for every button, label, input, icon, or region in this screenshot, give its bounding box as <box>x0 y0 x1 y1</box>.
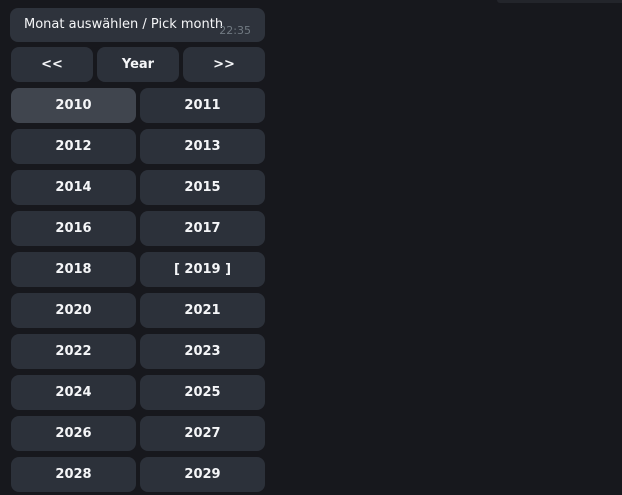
year-button-2021[interactable]: 2021 <box>140 293 265 328</box>
inline-keyboard: << Year >> 2010 2011 2012 2013 2014 2015… <box>11 47 265 492</box>
year-button-2014[interactable]: 2014 <box>11 170 136 205</box>
year-button-2017[interactable]: 2017 <box>140 211 265 246</box>
year-button-2029[interactable]: 2029 <box>140 457 265 492</box>
year-button-2019-selected[interactable]: [ 2019 ] <box>140 252 265 287</box>
year-button-2028[interactable]: 2028 <box>11 457 136 492</box>
year-button-2012[interactable]: 2012 <box>11 129 136 164</box>
previous-content-edge <box>497 0 622 3</box>
next-page-button[interactable]: >> <box>183 47 265 82</box>
year-button-2020[interactable]: 2020 <box>11 293 136 328</box>
bot-message-bubble: Monat auswählen / Pick month 22:35 <box>10 8 265 42</box>
year-button-2027[interactable]: 2027 <box>140 416 265 451</box>
prev-page-button[interactable]: << <box>11 47 93 82</box>
year-button-2024[interactable]: 2024 <box>11 375 136 410</box>
message-timestamp: 22:35 <box>219 24 251 37</box>
year-button-2026[interactable]: 2026 <box>11 416 136 451</box>
year-button-2025[interactable]: 2025 <box>140 375 265 410</box>
year-button-2015[interactable]: 2015 <box>140 170 265 205</box>
year-button-2018[interactable]: 2018 <box>11 252 136 287</box>
year-grid: 2010 2011 2012 2013 2014 2015 2016 2017 … <box>11 88 265 492</box>
year-button-2011[interactable]: 2011 <box>140 88 265 123</box>
year-mode-button[interactable]: Year <box>97 47 179 82</box>
year-button-2023[interactable]: 2023 <box>140 334 265 369</box>
year-button-2022[interactable]: 2022 <box>11 334 136 369</box>
year-button-2010[interactable]: 2010 <box>11 88 136 123</box>
message-text: Monat auswählen / Pick month <box>24 17 224 32</box>
year-button-2016[interactable]: 2016 <box>11 211 136 246</box>
keyboard-nav-row: << Year >> <box>11 47 265 82</box>
year-button-2013[interactable]: 2013 <box>140 129 265 164</box>
